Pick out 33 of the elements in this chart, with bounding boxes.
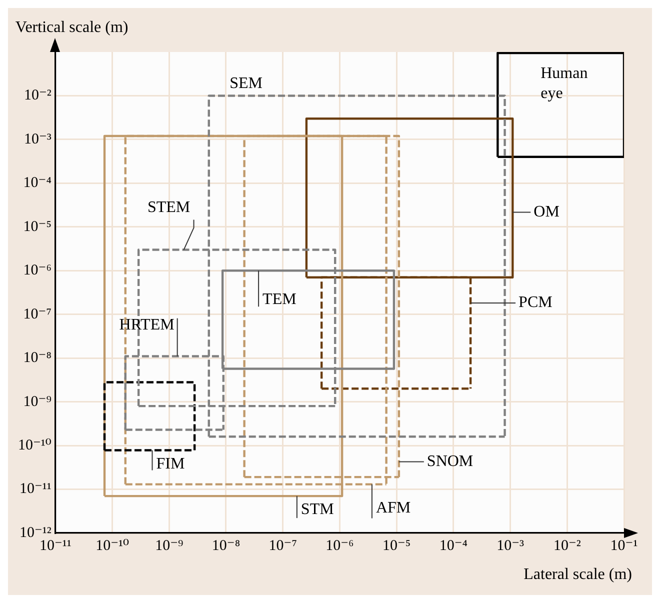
x-tick-label: 10⁻³ (496, 538, 524, 554)
series-label: OM (534, 203, 560, 220)
y-tick-label: 10⁻⁴ (23, 175, 52, 192)
text: PCM (518, 294, 552, 312)
series-label: TEM (262, 290, 296, 308)
text: STEM (147, 198, 190, 216)
y-tick-label: 10⁻⁹ (23, 394, 52, 410)
x-tick-label: 10⁻¹ (610, 538, 638, 554)
y-tick-label: 10⁻⁵ (23, 218, 52, 235)
series-label: SEM (230, 74, 262, 92)
x-tick-label: 10⁻⁹ (155, 538, 184, 554)
y-tick-label: 10⁻² (24, 88, 52, 104)
x-tick-label: 10⁻⁴ (439, 538, 468, 554)
x-tick-label: 10⁻⁷ (268, 538, 297, 554)
x-tick-label: 10⁻⁸ (212, 538, 240, 554)
x-tick-label: 10⁻² (553, 538, 582, 554)
series-label: STM (300, 501, 334, 518)
x-tick-label: 10⁻⁵ (382, 538, 411, 554)
series-label: HRTEM (119, 316, 174, 334)
series-label: Human eye (540, 64, 588, 102)
x-tick-label: 10⁻⁶ (326, 538, 354, 554)
x-tick-label: 10⁻¹⁰ (96, 538, 130, 554)
y-tick-label: 10⁻⁶ (23, 262, 52, 279)
x-axis-title: Lateral scale (m) (524, 566, 632, 584)
series-label: SNOM (426, 452, 474, 470)
series-label: FIM (156, 455, 185, 472)
y-axis-title: Vertical scale (m) (15, 19, 128, 36)
y-tick-label: 10⁻³ (24, 131, 52, 148)
y-tick-label: 10⁻⁷ (23, 306, 52, 322)
y-tick-label: 10⁻¹⁰ (18, 437, 52, 454)
y-tick-label: 10⁻⁸ (23, 350, 52, 366)
series-label: AFM (376, 499, 411, 516)
y-tick-label: 10⁻¹¹ (20, 481, 52, 498)
